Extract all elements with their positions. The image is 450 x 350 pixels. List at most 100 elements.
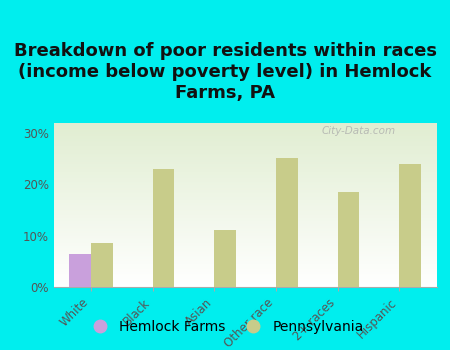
Bar bbox=[54, 169, 436, 170]
Bar bbox=[54, 238, 436, 239]
Bar bbox=[54, 174, 436, 175]
Bar bbox=[54, 244, 436, 246]
Bar bbox=[54, 256, 436, 257]
Bar bbox=[276, 159, 298, 287]
Bar bbox=[54, 200, 436, 202]
Bar bbox=[54, 144, 436, 146]
Bar bbox=[54, 239, 436, 241]
Bar bbox=[54, 284, 436, 285]
Bar bbox=[54, 150, 436, 152]
Bar bbox=[153, 169, 174, 287]
Bar bbox=[54, 188, 436, 190]
Bar bbox=[54, 267, 436, 269]
Bar bbox=[54, 226, 436, 228]
Bar bbox=[54, 178, 436, 180]
Bar bbox=[54, 183, 436, 185]
Bar bbox=[54, 236, 436, 238]
Bar bbox=[54, 146, 436, 147]
Bar bbox=[54, 134, 436, 136]
Bar bbox=[54, 224, 436, 226]
Text: City-Data.com: City-Data.com bbox=[322, 126, 396, 136]
Bar bbox=[338, 192, 360, 287]
Bar bbox=[54, 127, 436, 129]
Bar bbox=[54, 154, 436, 155]
Bar bbox=[54, 275, 436, 277]
Bar bbox=[54, 198, 436, 200]
Bar bbox=[54, 152, 436, 154]
Legend: Hemlock Farms, Pennsylvania: Hemlock Farms, Pennsylvania bbox=[81, 314, 369, 340]
Bar bbox=[54, 215, 436, 216]
Bar bbox=[54, 191, 436, 193]
Bar bbox=[214, 230, 236, 287]
Bar bbox=[400, 164, 421, 287]
Bar bbox=[54, 124, 436, 126]
Bar bbox=[54, 233, 436, 234]
Bar bbox=[54, 218, 436, 219]
Bar bbox=[54, 231, 436, 233]
Bar bbox=[54, 261, 436, 262]
Bar bbox=[69, 254, 91, 287]
Bar bbox=[54, 206, 436, 208]
Bar bbox=[54, 269, 436, 271]
Bar bbox=[54, 221, 436, 223]
Bar bbox=[54, 247, 436, 249]
Bar bbox=[54, 187, 436, 188]
Bar bbox=[54, 230, 436, 231]
Bar bbox=[54, 219, 436, 221]
Bar bbox=[54, 271, 436, 272]
Bar bbox=[54, 262, 436, 264]
Bar bbox=[54, 211, 436, 213]
Bar bbox=[54, 177, 436, 178]
Bar bbox=[54, 162, 436, 164]
Bar bbox=[54, 170, 436, 172]
Bar bbox=[54, 159, 436, 160]
Bar bbox=[54, 175, 436, 177]
Bar bbox=[54, 139, 436, 141]
Bar bbox=[54, 257, 436, 259]
Bar bbox=[54, 147, 436, 149]
Bar bbox=[54, 246, 436, 247]
Bar bbox=[54, 280, 436, 282]
Bar bbox=[54, 182, 436, 183]
Bar bbox=[54, 205, 436, 206]
Bar bbox=[54, 126, 436, 127]
Bar bbox=[54, 155, 436, 157]
Bar bbox=[91, 243, 112, 287]
Text: Breakdown of poor residents within races
(income below poverty level) in Hemlock: Breakdown of poor residents within races… bbox=[14, 42, 436, 102]
Bar bbox=[54, 223, 436, 224]
Bar bbox=[54, 132, 436, 134]
Bar bbox=[54, 141, 436, 142]
Bar bbox=[54, 264, 436, 266]
Bar bbox=[54, 164, 436, 165]
Bar bbox=[54, 279, 436, 280]
Bar bbox=[54, 208, 436, 210]
Bar bbox=[54, 274, 436, 275]
Bar bbox=[54, 167, 436, 169]
Bar bbox=[54, 172, 436, 174]
Bar bbox=[54, 193, 436, 195]
Bar bbox=[54, 149, 436, 150]
Bar bbox=[54, 210, 436, 211]
Bar bbox=[54, 251, 436, 252]
Bar bbox=[54, 254, 436, 256]
Bar bbox=[54, 266, 436, 267]
Bar bbox=[54, 259, 436, 261]
Bar bbox=[54, 241, 436, 243]
Bar bbox=[54, 202, 436, 203]
Bar bbox=[54, 213, 436, 215]
Bar bbox=[54, 129, 436, 131]
Bar bbox=[54, 228, 436, 230]
Bar bbox=[54, 165, 436, 167]
Bar bbox=[54, 216, 436, 218]
Bar bbox=[54, 277, 436, 279]
Bar bbox=[54, 272, 436, 274]
Bar bbox=[54, 122, 436, 124]
Bar bbox=[54, 285, 436, 287]
Bar bbox=[54, 185, 436, 187]
Bar bbox=[54, 249, 436, 251]
Bar bbox=[54, 137, 436, 139]
Bar bbox=[54, 180, 436, 182]
Bar bbox=[54, 282, 436, 284]
Bar bbox=[54, 234, 436, 236]
Bar bbox=[54, 203, 436, 205]
